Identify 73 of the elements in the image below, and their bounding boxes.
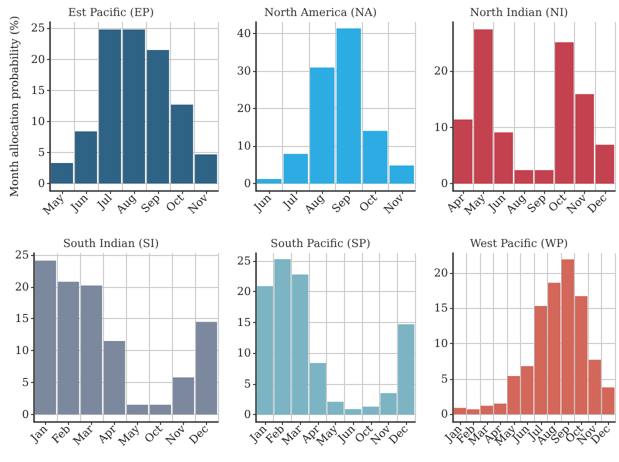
- y-tick-label: 25: [15, 248, 29, 262]
- y-tick-label: 15: [237, 316, 251, 329]
- bar: [58, 282, 80, 414]
- y-tick-label: 20: [434, 266, 448, 280]
- x-tick-label: Feb: [49, 422, 74, 446]
- y-tick-label: 5: [244, 377, 251, 390]
- y-tick-label: 0: [441, 408, 448, 421]
- y-tick-label: 40: [237, 26, 251, 40]
- bar: [284, 154, 308, 184]
- y-tick-label: 15: [31, 84, 45, 97]
- bar: [50, 163, 74, 184]
- y-tick-label: 25: [31, 22, 45, 35]
- y-tick-label: 10: [15, 344, 29, 358]
- x-tick-label: Dec: [585, 191, 610, 216]
- y-tick-label: 5: [22, 376, 29, 389]
- bar: [257, 178, 282, 184]
- bar: [390, 165, 414, 184]
- y-tick-label: 20: [237, 102, 251, 115]
- y-axis-title: Month allocation probability (%): [8, 16, 22, 198]
- y-tick-label: 5: [441, 372, 448, 386]
- chart-title: North Indian (NI): [470, 6, 568, 19]
- bar: [146, 50, 170, 184]
- y-tick-label: 0: [244, 176, 251, 190]
- x-tick-label: Oct: [356, 190, 380, 214]
- bar: [74, 131, 98, 184]
- y-tick-label: 10: [237, 139, 251, 152]
- x-tick-label: Oct: [142, 422, 166, 446]
- x-tick-label: Jun: [485, 191, 508, 214]
- y-tick-label: 20: [434, 64, 448, 78]
- bar: [336, 28, 361, 184]
- bar: [98, 29, 122, 184]
- x-tick-label: Sep: [138, 191, 163, 216]
- bar: [80, 286, 102, 414]
- x-tick-label: Jul: [94, 191, 115, 212]
- y-tick-label: 0: [244, 408, 251, 422]
- y-tick-label: 10: [31, 114, 45, 128]
- x-tick-label: Jun: [250, 191, 274, 214]
- bar: [194, 154, 218, 184]
- x-tick-label: Jul: [280, 191, 301, 212]
- chart-title: South Indian (SI): [63, 237, 159, 250]
- y-tick-label: 25: [237, 254, 251, 268]
- bar: [150, 404, 172, 414]
- y-tick-label: 30: [237, 64, 251, 78]
- chart-title: North America (NA): [264, 6, 377, 19]
- bar: [310, 67, 334, 184]
- bar: [363, 130, 388, 184]
- bar: [34, 260, 56, 414]
- bar: [170, 104, 194, 184]
- y-tick-label: 10: [434, 337, 448, 350]
- y-tick-label: 0: [22, 408, 29, 421]
- bar: [104, 341, 126, 414]
- y-tick-label: 0: [38, 177, 45, 190]
- x-tick-label: Sep: [329, 191, 354, 216]
- y-tick-label: 10: [434, 120, 448, 134]
- y-tick-label: 0: [441, 177, 448, 190]
- y-tick-label: 20: [237, 285, 251, 298]
- bar: [122, 29, 146, 184]
- y-tick-label: 5: [38, 146, 45, 159]
- chart-title: Est Pacific (EP): [68, 6, 154, 19]
- x-tick-label: Jun: [68, 191, 91, 214]
- x-tick-label: Jan: [27, 422, 50, 446]
- chart-title: West Pacific (WP): [470, 237, 568, 250]
- x-tick-label: Oct: [164, 190, 188, 214]
- bar: [172, 377, 194, 414]
- y-tick-label: 20: [15, 280, 29, 294]
- bar: [126, 404, 148, 414]
- y-tick-label: 20: [31, 52, 45, 66]
- y-tick-label: 10: [237, 346, 251, 360]
- y-tick-label: 15: [15, 312, 29, 326]
- chart-title: South Pacific (SP): [270, 237, 370, 250]
- y-tick-label: 15: [434, 302, 448, 315]
- x-tick-label: Dec: [186, 422, 212, 447]
- bar: [196, 322, 218, 414]
